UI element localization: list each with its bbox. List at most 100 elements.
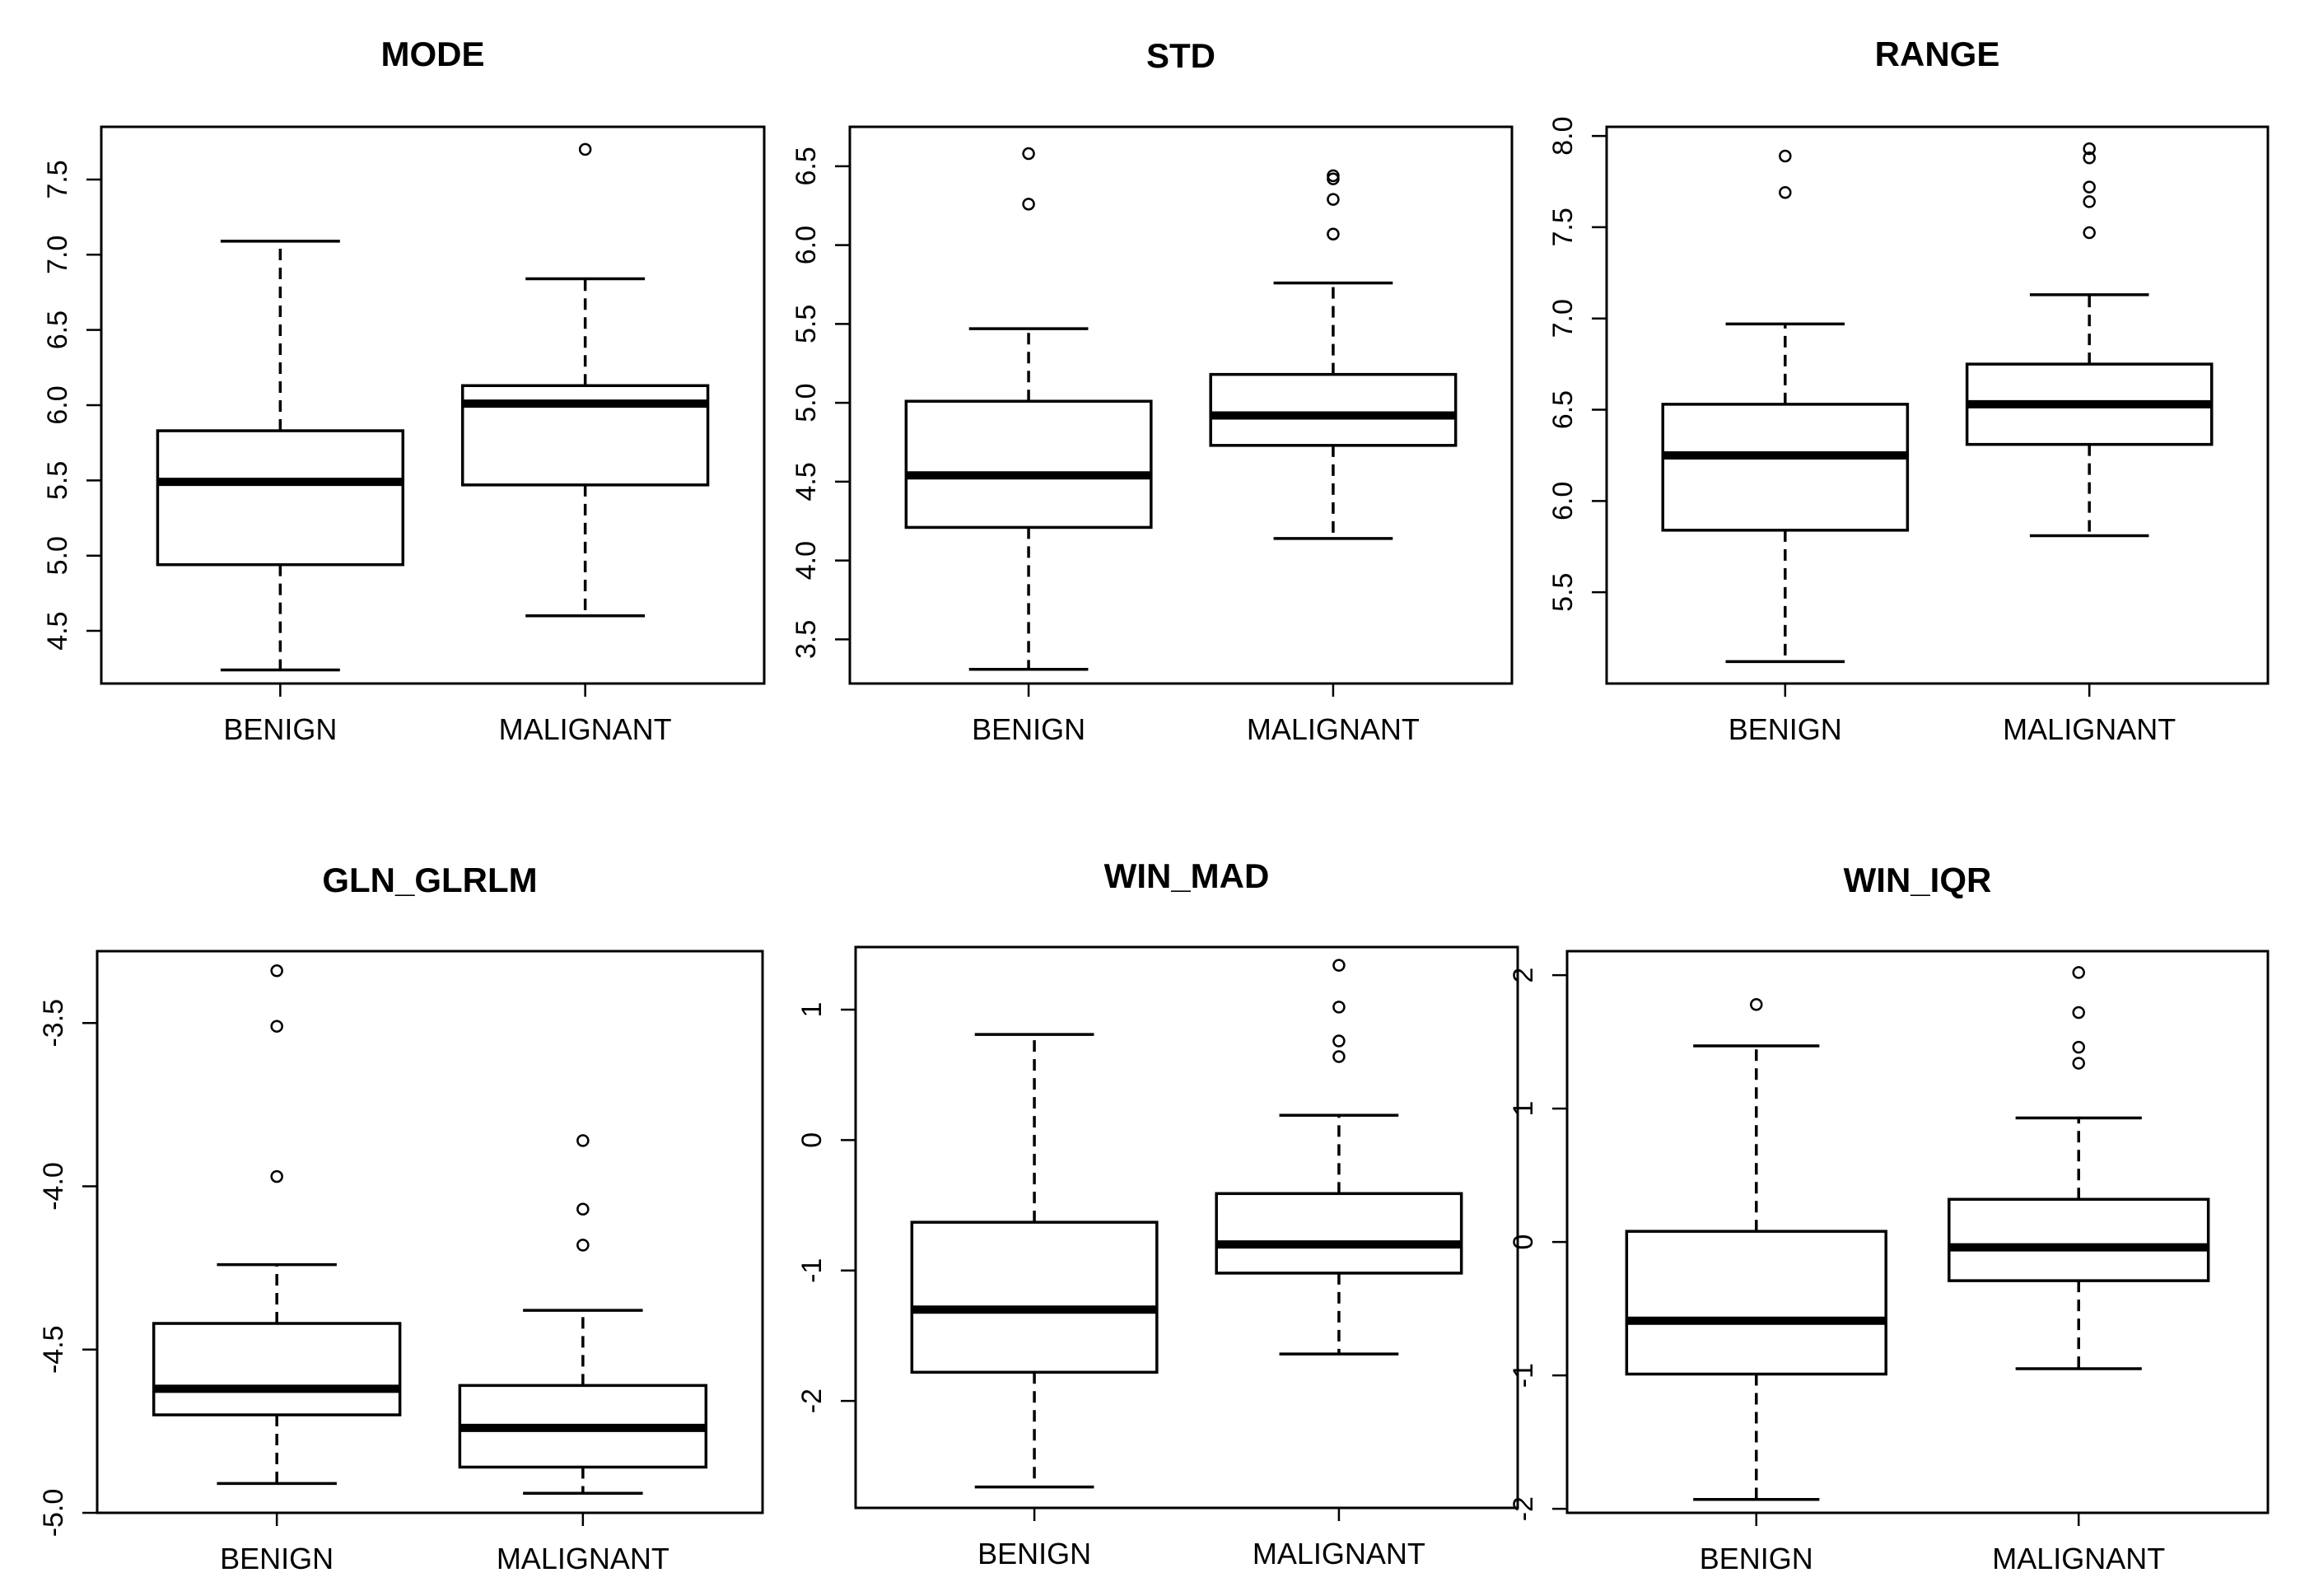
y-tick-label: -2 — [796, 1388, 828, 1413]
outlier-point — [2083, 195, 2096, 208]
y-tick-label: 6.5 — [791, 147, 822, 185]
outlier-point — [1750, 998, 1763, 1011]
y-tick-label: 4.5 — [791, 462, 822, 501]
outlier-point — [1327, 227, 1340, 240]
box-malignant — [458, 1134, 708, 1495]
category-label: BENIGN — [223, 712, 337, 746]
y-tick-label: 1 — [1508, 1101, 1539, 1117]
y-tick-label: 3.5 — [791, 620, 822, 659]
y-tick-label: 7.0 — [42, 236, 73, 274]
outlier-point — [270, 964, 283, 978]
outlier-point — [1332, 1001, 1346, 1014]
box-iqr — [1625, 1230, 1887, 1376]
y-tick-label: 6.5 — [1547, 390, 1579, 429]
box-iqr — [152, 1322, 402, 1416]
outlier-point — [576, 1134, 590, 1147]
category-label: BENIGN — [972, 712, 1085, 746]
plot-frame — [848, 125, 1514, 685]
y-tick-label: 6.0 — [791, 226, 822, 264]
y-tick-label: -4.0 — [38, 1162, 69, 1211]
boxplot-panel-gln_glrlm: GLN_GLRLM -5.0 -4.5 -4.0 -3.5 BENIGN MALIGNANT — [38, 861, 764, 1575]
y-tick-label: -5.0 — [38, 1489, 69, 1538]
boxplot-panel-range: RANGE 5.5 6.0 6.5 7.0 7.5 8.0 BENIGN MALIGNANT — [1547, 35, 2270, 746]
y-tick-label: 4.0 — [791, 541, 822, 580]
box-iqr — [904, 399, 1153, 530]
box-iqr — [910, 1220, 1159, 1374]
box-malignant — [1948, 966, 2210, 1370]
category-label: BENIGN — [220, 1542, 334, 1575]
category-label: BENIGN — [1700, 1542, 1813, 1575]
y-tick-label: 5.0 — [791, 383, 822, 422]
plot-frame — [854, 945, 1519, 1510]
box-iqr — [156, 429, 405, 567]
outlier-point — [1327, 193, 1340, 206]
outlier-point — [2072, 1006, 2085, 1020]
plot-frame — [96, 950, 764, 1514]
box-benign — [156, 240, 405, 672]
y-tick-label: 4.5 — [42, 611, 73, 650]
plot-frame — [1565, 950, 2270, 1514]
outlier-point — [2083, 142, 2096, 156]
y-tick-label: 1 — [796, 1002, 828, 1018]
box-malignant — [1965, 142, 2214, 538]
chart-title: WIN_MAD — [1104, 856, 1270, 895]
category-label: MALIGNANT — [1247, 712, 1420, 746]
outlier-point — [1022, 147, 1035, 161]
box-malignant — [1215, 959, 1463, 1356]
box-iqr — [1661, 403, 1910, 532]
y-tick-label: 6.0 — [1547, 482, 1579, 520]
category-label: BENIGN — [977, 1537, 1091, 1570]
category-label: MALIGNANT — [497, 1542, 669, 1575]
y-tick-label: 7.5 — [1547, 208, 1579, 246]
y-tick-label: 0 — [1508, 1234, 1539, 1250]
outlier-point — [1332, 1034, 1346, 1048]
outlier-point — [270, 1169, 283, 1183]
y-tick-label: 7.0 — [1547, 299, 1579, 338]
boxplot-panel-win_mad: WIN_MAD -2 -1 0 1 BENIGN MALIGNANT — [796, 856, 1519, 1570]
y-tick-label: 0 — [796, 1132, 828, 1148]
category-label: BENIGN — [1728, 712, 1842, 746]
box-benign — [1625, 998, 1887, 1501]
chart-title: STD — [1146, 36, 1215, 75]
outlier-point — [2083, 151, 2096, 165]
y-tick-label: 8.0 — [1547, 116, 1579, 155]
plot-frame — [1605, 125, 2270, 685]
category-label: MALIGNANT — [2003, 712, 2176, 746]
boxplot-panel-mode: MODE 4.5 5.0 5.5 6.0 6.5 7.0 7.5 BENIGN MALIGNANT — [42, 35, 766, 746]
outlier-point — [576, 1202, 590, 1216]
y-tick-label: 7.5 — [42, 160, 73, 198]
outlier-point — [1327, 169, 1340, 183]
y-tick-label: -3.5 — [38, 999, 69, 1048]
outlier-point — [2072, 1040, 2085, 1054]
outlier-point — [1022, 198, 1035, 211]
chart-title: WIN_IQR — [1844, 861, 1992, 899]
y-tick-label: 2 — [1508, 968, 1539, 983]
outlier-point — [2083, 180, 2096, 194]
category-label: MALIGNANT — [499, 712, 672, 746]
box-malignant — [460, 142, 710, 618]
boxplot-panel-std: STD 3.5 4.0 4.5 5.0 5.5 6.0 6.5 BENIGN MALIGNANT — [791, 36, 1514, 746]
outlier-point — [1779, 149, 1792, 163]
y-tick-label: -1 — [1508, 1363, 1539, 1388]
category-label: MALIGNANT — [1253, 1537, 1425, 1570]
outlier-point — [2072, 1057, 2085, 1070]
outlier-point — [1332, 1050, 1346, 1063]
y-tick-label: 5.0 — [42, 536, 73, 575]
outlier-point — [1779, 186, 1792, 199]
y-tick-label: 5.5 — [42, 461, 73, 500]
box-benign — [1661, 149, 1910, 664]
box-benign — [152, 964, 402, 1486]
outlier-point — [270, 1020, 283, 1033]
outlier-point — [2083, 226, 2096, 240]
y-tick-label: 5.5 — [1547, 573, 1579, 612]
category-label: MALIGNANT — [1992, 1542, 2165, 1575]
outlier-point — [2072, 966, 2085, 979]
chart-title: RANGE — [1875, 35, 2000, 73]
y-tick-label: 6.5 — [42, 310, 73, 349]
outlier-point — [576, 1239, 590, 1252]
y-tick-label: -4.5 — [38, 1325, 69, 1374]
outlier-point — [578, 142, 592, 156]
box-iqr — [1209, 372, 1458, 447]
box-benign — [910, 1033, 1159, 1489]
